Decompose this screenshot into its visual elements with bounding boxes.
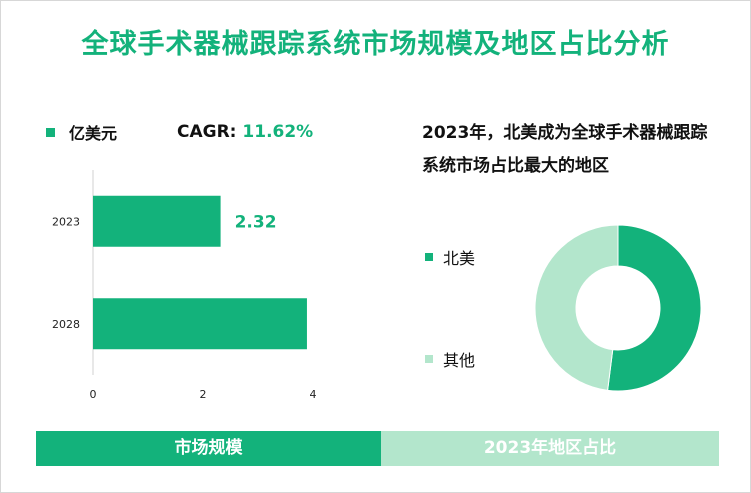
bar-x-tick: 0	[90, 388, 97, 401]
bar-data-label: 2.32	[235, 212, 277, 232]
pie-legend-label: 其他	[443, 351, 476, 370]
bar-legend-swatch	[46, 127, 55, 137]
tab-market-size-label: 市场规模	[174, 438, 243, 458]
cagr-value: 11.62%	[242, 122, 314, 142]
cagr-label: CAGR:	[177, 122, 243, 142]
pie-title: 2023年，北美成为全球手术器械跟踪系统市场占比最大的地区	[422, 123, 708, 176]
pie-legend-swatch	[425, 355, 433, 363]
tab-market-size: 市场规模	[36, 431, 381, 466]
bar-x-tick: 4	[310, 388, 317, 401]
pie-legend-swatch	[425, 253, 433, 261]
donut-slice-0	[607, 224, 702, 392]
bar-2023	[93, 195, 221, 247]
bar-category-label: 2028	[52, 318, 80, 331]
bar-2028	[93, 298, 307, 350]
cagr-text: CAGR: 11.62%	[177, 120, 313, 144]
pie-legend-item: 北美	[425, 245, 475, 269]
pie-legend-label: 北美	[443, 249, 476, 268]
bar-category-label: 2023	[52, 215, 80, 228]
page-title: 全球手术器械跟踪系统市场规模及地区占比分析	[81, 29, 670, 60]
donut-slice-1	[534, 224, 619, 391]
tab-region-share-label: 2023年地区占比	[483, 438, 617, 458]
bar-legend: 亿美元	[46, 120, 117, 144]
pie-legend-item: 其他	[425, 347, 475, 371]
bar-x-tick: 2	[200, 388, 207, 401]
tab-region-share: 2023年地区占比	[381, 431, 719, 466]
bar-legend-label: 亿美元	[69, 124, 118, 143]
